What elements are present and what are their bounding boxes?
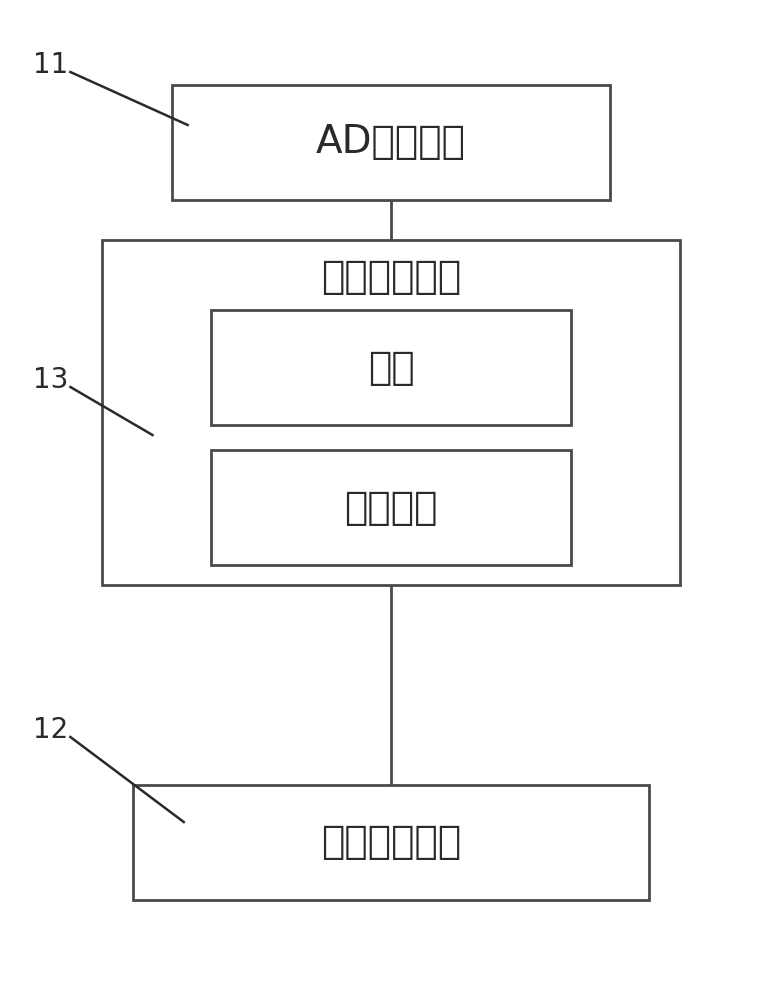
Bar <box>211 310 571 425</box>
Bar <box>133 785 649 900</box>
Text: 外围电路: 外围电路 <box>344 488 438 526</box>
Bar <box>172 85 610 200</box>
Text: 地址设置面板: 地址设置面板 <box>321 824 461 861</box>
Text: 13: 13 <box>33 366 69 394</box>
Bar <box>211 450 571 565</box>
Text: 芯片: 芯片 <box>368 349 414 386</box>
Text: AD转换电路: AD转换电路 <box>316 123 466 161</box>
Bar <box>102 240 680 585</box>
Text: 微控制器电路: 微控制器电路 <box>321 258 461 296</box>
Text: 11: 11 <box>33 51 69 79</box>
Text: 12: 12 <box>33 716 69 744</box>
